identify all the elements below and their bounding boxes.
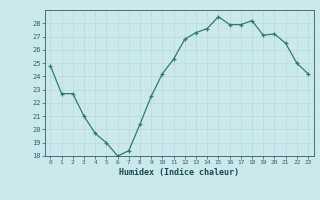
X-axis label: Humidex (Indice chaleur): Humidex (Indice chaleur) — [119, 168, 239, 177]
